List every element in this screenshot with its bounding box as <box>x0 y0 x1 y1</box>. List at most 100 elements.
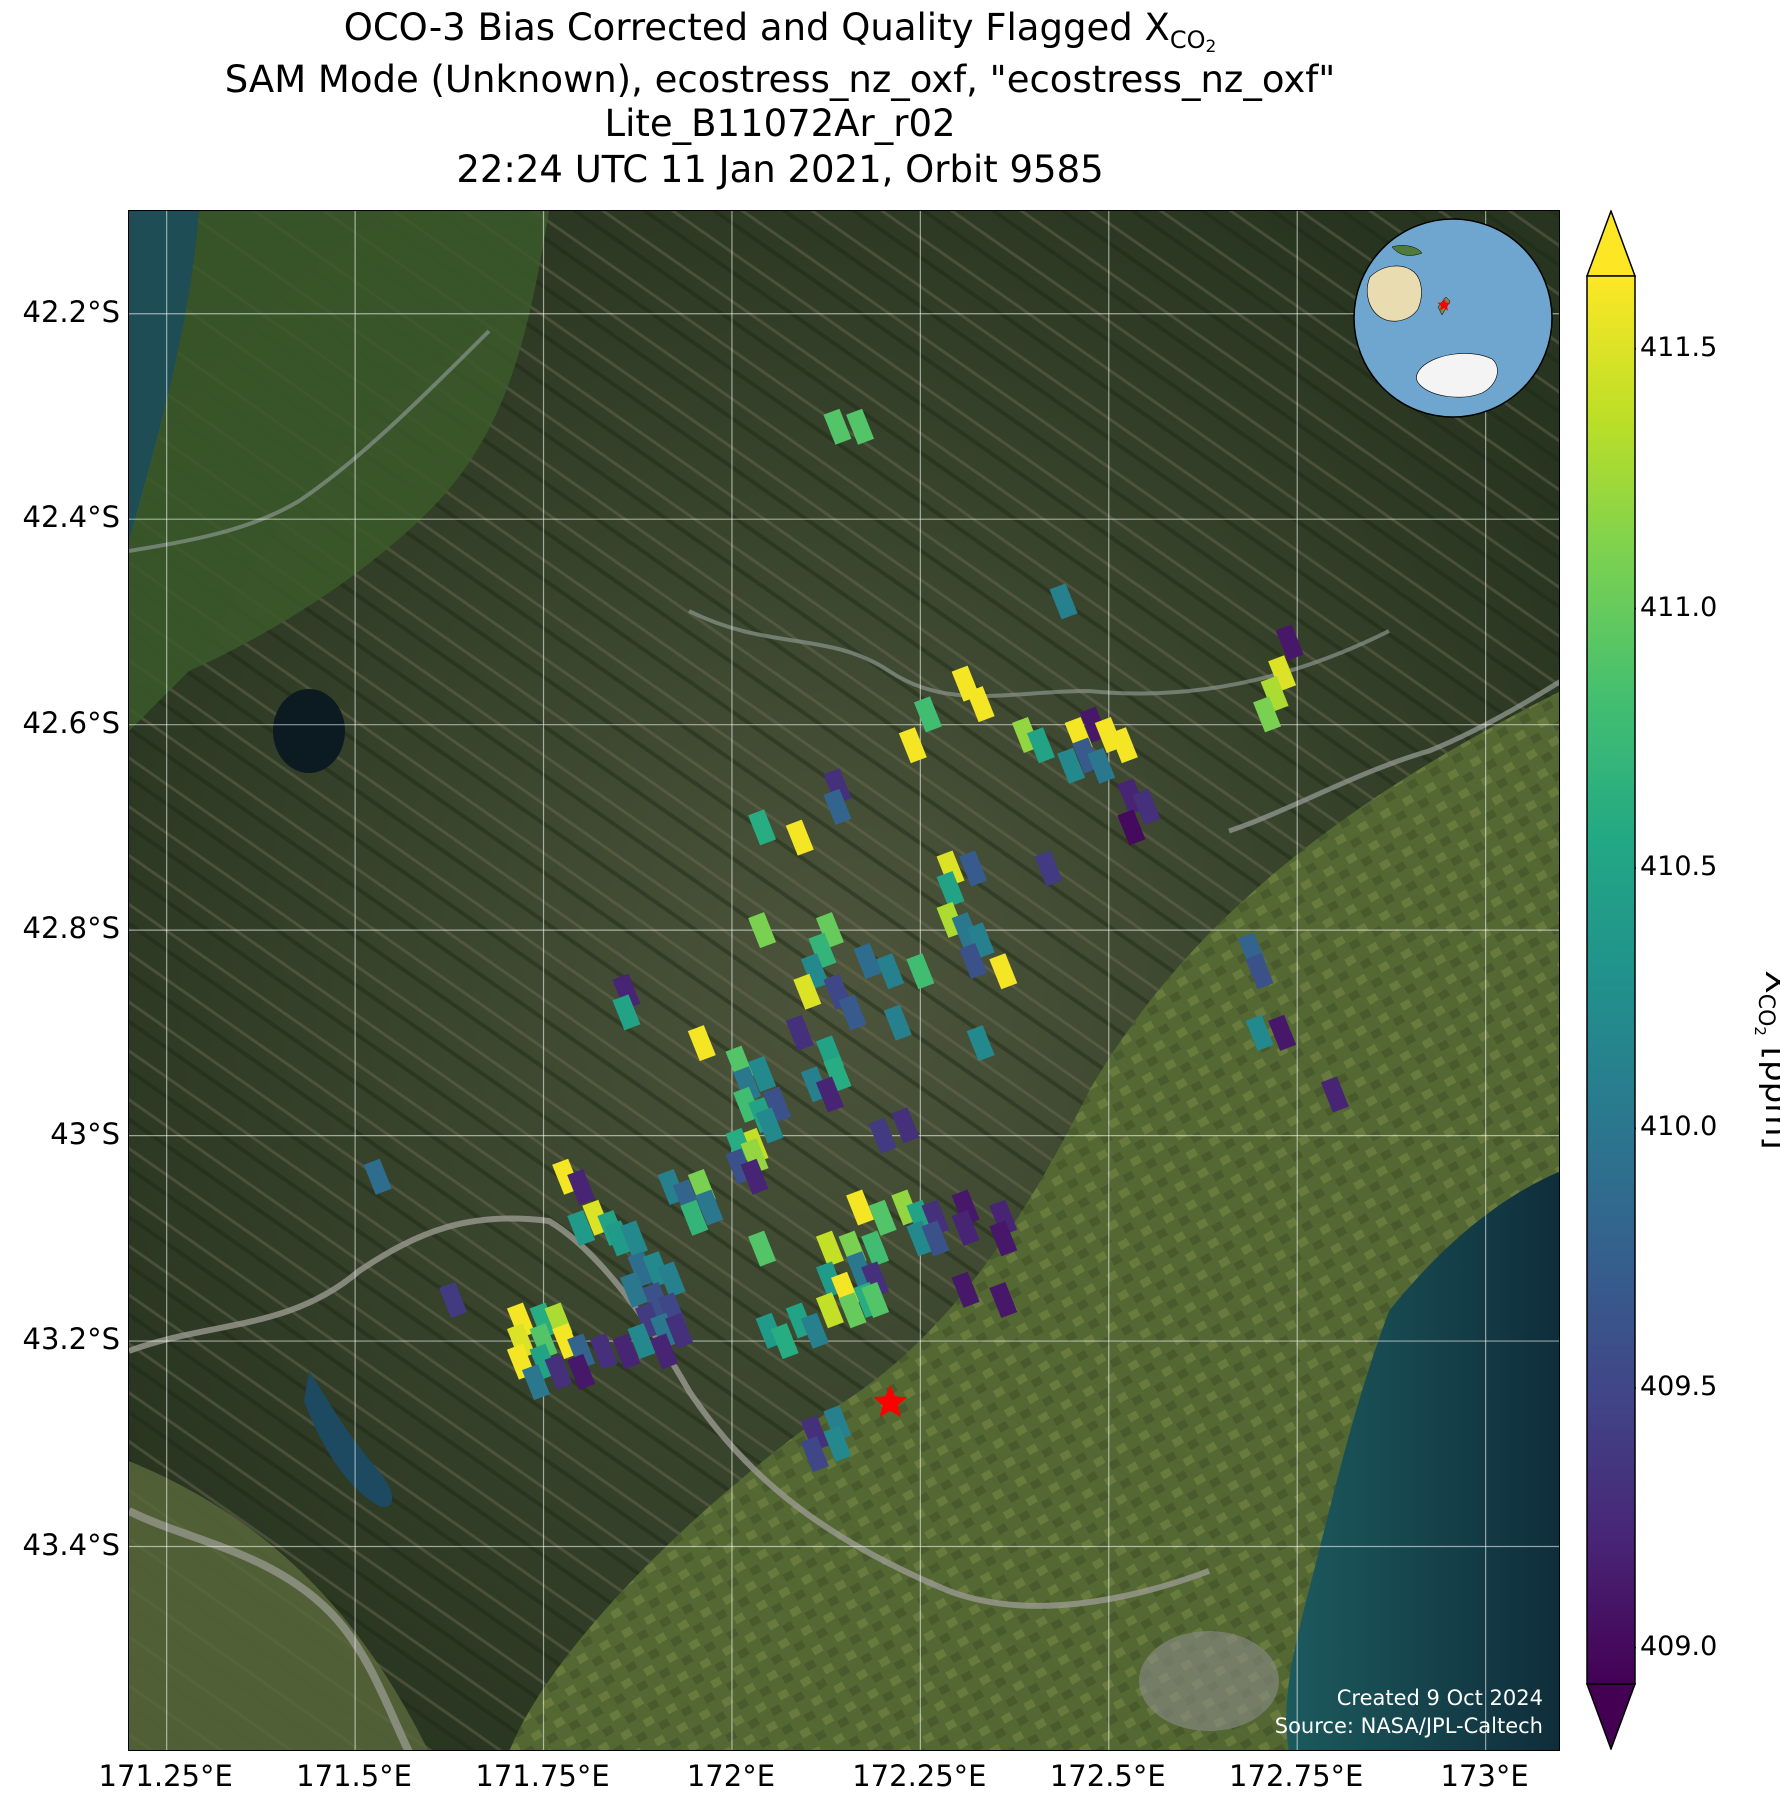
xco2-sounding <box>604 1220 633 1257</box>
map-canvas <box>129 211 1559 1750</box>
xco2-sounding <box>439 1281 468 1318</box>
xco2-sounding <box>823 1425 852 1462</box>
title-line-3: Lite_B11072Ar_r02 <box>604 102 956 145</box>
xco2-sounding <box>891 1107 920 1144</box>
xco2-sounding <box>846 1189 875 1226</box>
xco2-sounding <box>1049 583 1078 620</box>
xco2-sounding <box>619 1220 648 1257</box>
xco2-sounding <box>1026 727 1055 764</box>
lon-tick-label: 171.5°E <box>296 1759 413 1793</box>
xco2-sounding <box>657 1261 686 1298</box>
globe-location-marker <box>1437 298 1451 311</box>
xco2-sounding <box>861 1281 890 1318</box>
xco2-sounding <box>989 953 1018 990</box>
xco2-sounding <box>966 686 995 723</box>
xco2-sounding <box>740 1158 769 1195</box>
xco2-sounding <box>868 1117 897 1154</box>
xco2-sounding <box>748 912 777 949</box>
xco2-sounding <box>733 1066 762 1103</box>
colorbar <box>1586 210 1636 1750</box>
rakaia-river <box>129 1507 413 1750</box>
lat-tick-label: 42.8°S <box>22 911 120 946</box>
colorbar-extend-max <box>1586 210 1636 277</box>
lake-coleridge <box>304 1371 393 1507</box>
new-guinea-shape <box>1391 245 1423 256</box>
xco2-sounding <box>800 1415 829 1452</box>
xco2-sounding <box>627 1251 656 1288</box>
xco2-sounding <box>1245 953 1274 990</box>
xco2-sounding <box>1275 624 1304 661</box>
west-coast-sea <box>129 211 199 541</box>
xco2-sounding <box>589 1333 618 1370</box>
christchurch-urban <box>1139 1631 1279 1731</box>
xco2-sounding <box>989 1281 1018 1318</box>
xco2-sounding <box>785 819 814 856</box>
map-panel: Created 9 Oct 2024 Source: NASA/JPL-Calt… <box>128 210 1560 1751</box>
xco2-sounding <box>951 1189 980 1226</box>
xco2-sounding <box>815 1292 844 1329</box>
xco2-sounding <box>544 1353 573 1390</box>
australia-shape <box>1367 265 1422 322</box>
xco2-sounding <box>989 1199 1018 1236</box>
xco2-sounding <box>823 408 852 445</box>
xco2-sounding <box>823 788 852 825</box>
xco2-sounding <box>815 1230 844 1267</box>
xco2-sounding <box>650 1333 679 1370</box>
hurunui-river <box>688 609 1390 698</box>
xco2-sounding <box>906 953 935 990</box>
lat-tick-label: 42.6°S <box>22 705 120 740</box>
pegasus-bay-ocean <box>1286 1171 1559 1750</box>
xco2-sounding <box>800 953 829 990</box>
xco2-sounding <box>1268 655 1297 692</box>
colorbar-tick-label: 410.0 <box>1640 1111 1718 1143</box>
lon-tick-label: 172.75°E <box>1229 1759 1364 1793</box>
xco2-sounding <box>521 1364 550 1401</box>
xco2-sounding <box>770 1323 799 1360</box>
xco2-sounding <box>921 1220 950 1257</box>
grey-river <box>129 329 491 553</box>
xco2-sounding <box>823 1055 852 1092</box>
colorbar-tick-label: 411.5 <box>1640 331 1718 363</box>
xco2-sounding <box>808 932 837 969</box>
xco2-sounding <box>1260 675 1289 712</box>
xco2-sounding <box>567 1353 596 1390</box>
title-line-2: SAM Mode (Unknown), ecostress_nz_oxf, "e… <box>224 58 1336 101</box>
xco2-sounding <box>755 1107 784 1144</box>
xco2-sounding <box>936 850 965 887</box>
xco2-sounding <box>1057 747 1086 784</box>
xco2-sounding <box>868 1199 897 1236</box>
lat-tick-label: 42.2°S <box>22 294 120 329</box>
xco2-sounding <box>989 1220 1018 1257</box>
xco2-sounding <box>815 1076 844 1113</box>
xco2-sounding <box>1087 747 1116 784</box>
xco2-sounding <box>612 1333 641 1370</box>
lon-tick-label: 172.25°E <box>852 1759 987 1793</box>
antarctica-shape <box>1416 353 1498 398</box>
xco2-sounding <box>838 1292 867 1329</box>
xco2-soundings <box>363 408 1349 1473</box>
xco2-sounding <box>959 850 988 887</box>
xco2-sounding <box>612 994 641 1031</box>
east-river <box>1228 679 1559 834</box>
colorbar-label: XCO2 [ppm] <box>1751 970 1780 1150</box>
lon-tick-label: 172.5°E <box>1049 1759 1166 1793</box>
xco2-sounding <box>687 1025 716 1062</box>
xco2-sounding <box>959 942 988 979</box>
xco2-sounding <box>800 1436 829 1473</box>
inset-globe <box>1353 218 1553 418</box>
xco2-sounding <box>793 973 822 1010</box>
xco2-sounding <box>823 768 852 805</box>
lat-tick-label: 43.4°S <box>22 1527 120 1562</box>
lon-tick-label: 171.75°E <box>475 1759 610 1793</box>
xco2-sounding <box>951 1210 980 1247</box>
xco2-sounding <box>966 922 995 959</box>
xco2-sounding <box>612 973 641 1010</box>
xco2-sounding <box>1117 809 1146 846</box>
xco2-sounding <box>363 1158 392 1195</box>
xco2-sounding <box>936 871 965 908</box>
xco2-sounding <box>951 1271 980 1308</box>
xco2-sounding <box>898 727 927 764</box>
xco2-sounding <box>815 912 844 949</box>
xco2-sounding <box>921 1199 950 1236</box>
xco2-sounding <box>906 1220 935 1257</box>
